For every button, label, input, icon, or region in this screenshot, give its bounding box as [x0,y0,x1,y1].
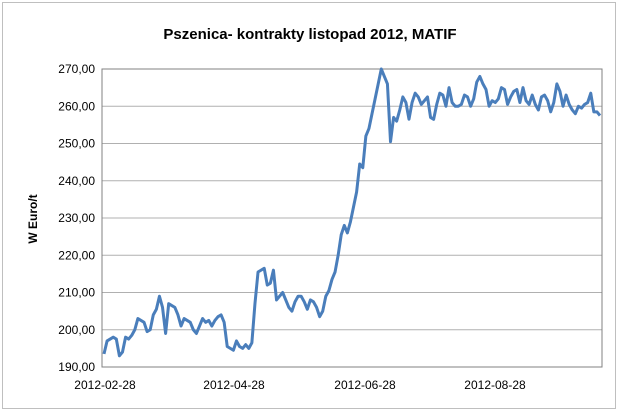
x-tick-label: 2012-06-28 [334,378,396,392]
y-tick-label: 200,00 [58,323,95,337]
y-tick-label: 270,00 [58,62,95,76]
y-tick-label: 230,00 [58,211,95,225]
y-tick-label: 240,00 [58,174,95,188]
y-tick-label: 210,00 [58,286,95,300]
y-tick-label: 220,00 [58,248,95,262]
x-tick-label: 2012-02-28 [74,378,136,392]
chart-container: Pszenica- kontrakty listopad 2012, MATIF… [2,2,616,409]
x-tick-labels: 2012-02-28 2012-04-28 2012-06-28 2012-08-28 [74,378,526,392]
y-tick-label: 190,00 [58,360,95,374]
gridlines [102,105,602,331]
x-tick-label: 2012-08-28 [464,378,526,392]
series-line [102,67,602,358]
plot-area-border [101,68,603,368]
chart-title: Pszenica- kontrakty listopad 2012, MATIF [163,26,456,43]
x-tick-label: 2012-04-28 [203,378,265,392]
y-tick-labels: 190,00 200,00 210,00 220,00 230,00 240,00 250,… [58,62,95,374]
y-axis-label: W Euro/t [26,194,40,243]
y-tick-label: 260,00 [58,99,95,113]
y-tick-label: 250,00 [58,137,95,151]
line-chart: Pszenica- kontrakty listopad 2012, MATIF… [26,26,603,392]
